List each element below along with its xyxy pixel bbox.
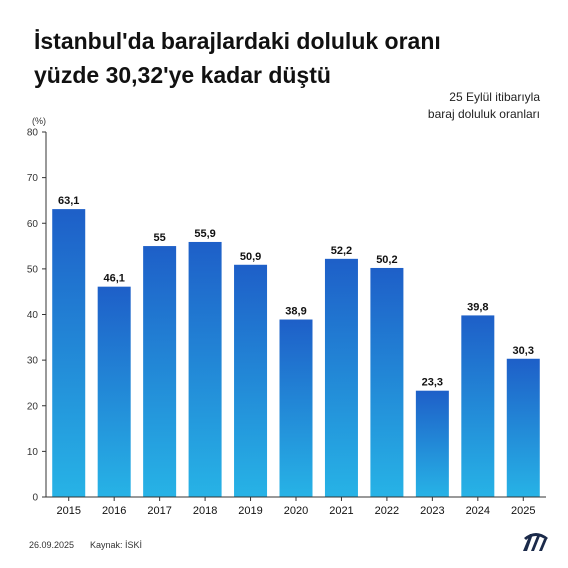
bar-value-label: 38,9	[285, 306, 306, 318]
bar-2015	[52, 209, 86, 497]
footer-date: 26.09.2025	[29, 540, 75, 550]
note-line-1: 25 Eylül itibarıyla	[449, 90, 540, 104]
y-axis: 0 10 20 30 40 50 60 70 80	[27, 128, 47, 504]
x-tick-label: 2023	[420, 505, 444, 517]
bar-2016	[97, 286, 131, 497]
bar-2017	[143, 246, 177, 497]
y-tick-label: 50	[27, 264, 39, 275]
y-tick-label: 80	[27, 128, 39, 139]
y-tick-label: 30	[27, 356, 39, 367]
x-tick-label: 2024	[466, 505, 490, 517]
y-tick-label: 20	[27, 401, 39, 412]
bars: 63,1 46,1 55 55,9 50,9 38,9 52,2 50,2 23,3 39,8 30…	[52, 195, 540, 497]
bar-2025	[506, 358, 540, 497]
bar-2023	[415, 390, 449, 497]
bar-value-label: 50,9	[240, 251, 261, 263]
x-axis: 2015 2016 2017 2018 2019 2020 2021 2022 2023 2024…	[46, 496, 546, 517]
footer-source: Kaynak: İSKİ	[90, 540, 143, 550]
y-unit-label: (%)	[32, 116, 46, 126]
y-tick-label: 0	[32, 493, 38, 504]
bar-2024	[461, 315, 495, 497]
bar-2022	[370, 267, 404, 497]
bar-value-label: 46,1	[103, 273, 124, 285]
title-line-2: yüzde 30,32'ye kadar düştü	[34, 62, 331, 88]
bar-value-label: 55	[154, 232, 166, 244]
x-tick-label: 2016	[102, 505, 126, 517]
bar-value-label: 55,9	[194, 228, 215, 240]
bar-2020	[279, 319, 313, 497]
bar-value-label: 39,8	[467, 301, 488, 313]
x-tick-label: 2019	[238, 505, 262, 517]
x-tick-label: 2015	[56, 505, 80, 517]
note-line-2: baraj doluluk oranları	[427, 107, 540, 121]
bar-value-label: 30,3	[513, 345, 534, 357]
bar-2021	[324, 258, 358, 497]
bar-value-label: 52,2	[331, 245, 352, 257]
bar-2018	[188, 241, 222, 497]
aa-logo-icon	[523, 533, 548, 551]
x-tick-label: 2017	[147, 505, 171, 517]
bar-value-label: 50,2	[376, 254, 397, 266]
x-tick-label: 2021	[329, 505, 353, 517]
bar-2019	[234, 264, 268, 497]
title-line-1: İstanbul'da barajlardaki doluluk oranı	[34, 28, 441, 54]
x-tick-label: 2022	[375, 505, 399, 517]
y-tick-label: 60	[27, 219, 39, 230]
y-tick-label: 10	[27, 447, 39, 458]
chart-note: 25 Eylül itibarıyla baraj doluluk oranla…	[340, 89, 540, 123]
x-tick-label: 2018	[193, 505, 217, 517]
x-tick-label: 2020	[284, 505, 308, 517]
y-tick-label: 70	[27, 173, 39, 184]
bar-value-label: 63,1	[58, 195, 79, 207]
x-tick-label: 2025	[511, 505, 535, 517]
y-tick-label: 40	[27, 310, 39, 321]
chart-title: İstanbul'da barajlardaki doluluk oranı y…	[34, 24, 554, 92]
bar-value-label: 23,3	[422, 377, 443, 389]
